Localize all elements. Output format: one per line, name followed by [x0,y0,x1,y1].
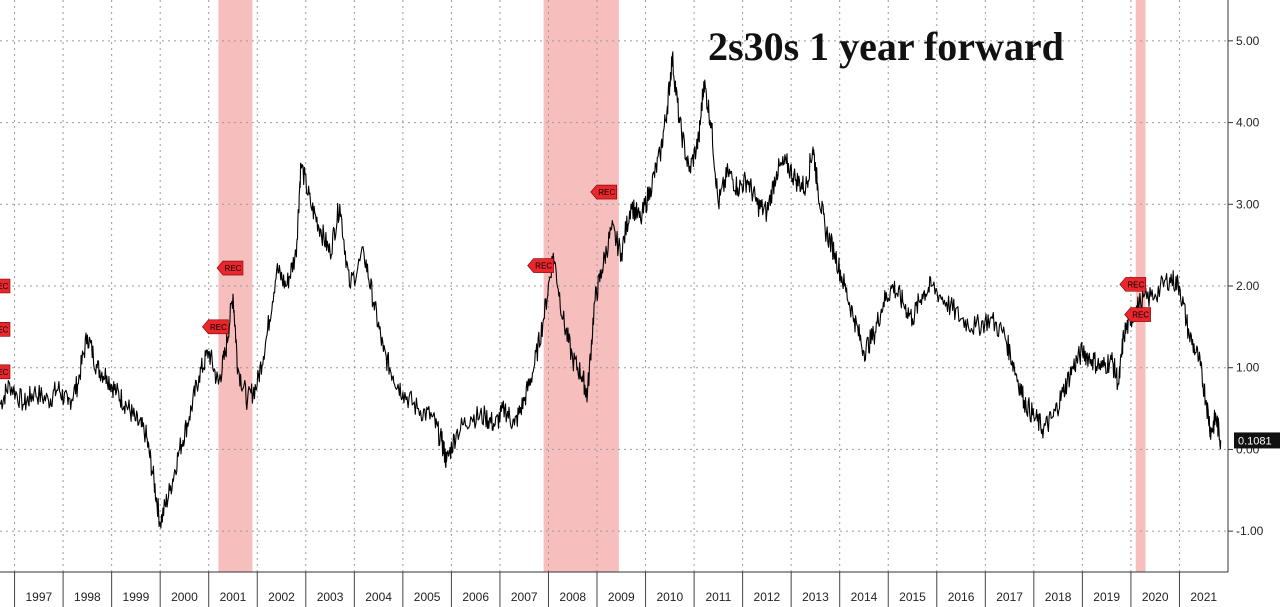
y-tick-label: 5.00 [1236,34,1260,48]
rec-marker-shape [0,322,11,337]
rec-marker-shape [590,184,618,200]
rec-marker-shape [527,258,554,273]
x-tick-label: 1997 [25,590,52,604]
rec-marker: REC [0,278,11,294]
x-tick-label: 2004 [365,590,392,604]
x-tick-labels: 1997 1998 1999 2000 2001 2002 2003 2004 2005 2006… [25,590,1217,604]
x-tick-label: 2021 [1190,590,1217,604]
x-tick-label: 2005 [414,590,441,604]
y-tick-label: 2.00 [1236,279,1260,293]
chart-title: 2s30s 1 year forward [708,24,1064,69]
rec-markers: REC REC REC REC REC REC REC REC REC [0,184,1151,380]
x-tick-label: 2003 [317,590,344,604]
axes [0,0,1229,573]
rec-marker-shape [1124,307,1151,322]
x-tick-label: 2013 [802,590,829,604]
x-tick-label: 1999 [123,590,150,604]
x-tick-label: 1998 [74,590,101,604]
rec-marker: REC [202,319,229,335]
x-tick-label: 2014 [851,590,878,604]
x-tick-label: 2006 [462,590,489,604]
x-tick-label: 2016 [948,590,975,604]
x-tick-label: 2000 [171,590,198,604]
rec-marker-shape [216,260,244,276]
last-value-text: 0.1081 [1238,435,1272,447]
rec-marker: REC [0,322,11,337]
rec-marker: REC [0,364,11,380]
x-tick-label: 2020 [1142,590,1169,604]
x-tick-label: 2012 [754,590,781,604]
x-tick-label: 2007 [511,590,538,604]
y-tick-label: 4.00 [1236,116,1260,130]
x-tick-label: 2011 [705,590,731,604]
last-value-box [1234,432,1280,449]
last-value-label: 0.1081 [1234,432,1280,449]
x-tick-label: 2002 [268,590,295,604]
rec-marker: REC [216,260,244,276]
rec-marker-shape [1119,277,1147,292]
rec-marker-label: REC [0,368,9,377]
x-tick-label: 2008 [559,590,586,604]
rec-marker: REC [527,258,554,273]
series-layer [0,51,1222,529]
rec-marker-label: REC [0,282,9,291]
rec-marker: REC [590,184,618,200]
rec-marker: REC [1119,277,1147,292]
x-tick-label: 2018 [1045,590,1072,604]
x-tick-label: 2001 [220,590,247,604]
x-tick-label: 2009 [608,590,635,604]
recession-bands [218,0,1146,572]
rec-marker-label: REC [535,262,552,271]
x-tick-label: 2015 [899,590,926,604]
rec-marker-label: REC [225,264,242,273]
rec-marker-shape [0,364,11,380]
x-tick-label: 2017 [996,590,1023,604]
rec-marker-label: REC [1132,311,1149,320]
x-tick-label: 2019 [1093,590,1120,604]
rec-marker-shape [0,278,11,294]
y-tick-label: 1.00 [1236,361,1260,375]
y-tick-label: -1.00 [1236,524,1264,538]
rec-marker-label: REC [0,325,9,334]
x-tick-label: 2010 [656,590,683,604]
series-line-0 [0,51,1222,529]
rec-marker-label: REC [1127,280,1144,289]
y-tick-labels: -1.000.001.002.003.004.005.00 [1236,34,1264,538]
rec-marker-shape [202,319,229,335]
rec-marker-label: REC [598,188,615,197]
y-tick-label: 3.00 [1236,197,1260,211]
rec-marker: REC [1124,307,1151,322]
rec-marker-label: REC [210,323,227,332]
